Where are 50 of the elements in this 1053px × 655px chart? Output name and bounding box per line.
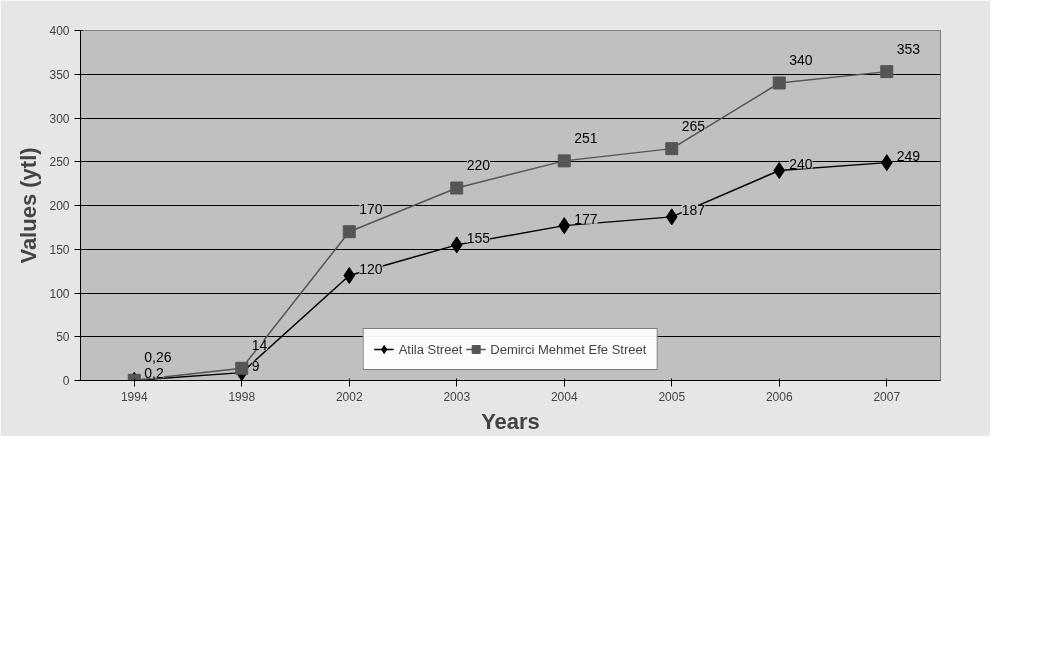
- x-tick-label: 2002: [335, 389, 363, 404]
- point: [342, 225, 356, 239]
- y-axis-title: Values (ytl): [16, 147, 42, 264]
- data-label: 0,26: [144, 349, 172, 366]
- point: [558, 217, 571, 235]
- point: [235, 361, 249, 375]
- legend-label: Atila Street: [398, 341, 463, 357]
- point: [450, 181, 464, 195]
- data-label: 251: [574, 129, 598, 146]
- data-label: 220: [466, 157, 491, 173]
- data-label: 187: [681, 201, 706, 218]
- y-tick-label: 400: [49, 24, 70, 38]
- data-label: 353: [896, 40, 921, 57]
- data-label: 265: [681, 117, 706, 134]
- data-label: 177: [574, 210, 598, 227]
- x-tick-label: 2005: [658, 389, 686, 404]
- x-tick-label: 2003: [443, 389, 471, 404]
- x-tick-label: 1994: [120, 389, 148, 404]
- data-label: 0,2: [144, 365, 164, 382]
- x-tick-label: 2006: [765, 389, 793, 404]
- data-label: 170: [359, 200, 383, 217]
- y-tick-label: 50: [56, 330, 70, 345]
- data-label: 340: [789, 52, 813, 68]
- point: [450, 236, 463, 254]
- point: [665, 208, 678, 226]
- y-tick-label: 350: [49, 67, 70, 82]
- point: [343, 267, 356, 284]
- point: [773, 162, 786, 179]
- data-label: 120: [359, 260, 383, 277]
- data-label: 9: [251, 357, 260, 374]
- y-tick-label: 150: [49, 242, 70, 257]
- data-label: 249: [896, 147, 921, 164]
- legend-label: Demirci Mehmet Efe Street: [490, 341, 647, 357]
- y-tick-label: 100: [49, 286, 70, 301]
- x-tick-label: 2004: [550, 389, 578, 404]
- point: [665, 142, 679, 156]
- point: [880, 154, 893, 172]
- x-tick-label: 1998: [228, 389, 256, 404]
- x-tick-label: 2007: [873, 389, 901, 404]
- y-tick-label: 300: [49, 111, 70, 126]
- data-label: 155: [466, 229, 491, 246]
- y-tick-label: 0: [62, 374, 70, 388]
- data-label: 14: [251, 337, 268, 354]
- point: [557, 154, 571, 168]
- y-tick-label: 200: [49, 199, 70, 213]
- x-axis-title: Years: [481, 408, 540, 434]
- data-label: 240: [789, 155, 813, 172]
- point: [772, 76, 786, 90]
- y-tick-label: 250: [49, 155, 70, 170]
- point: [880, 65, 894, 79]
